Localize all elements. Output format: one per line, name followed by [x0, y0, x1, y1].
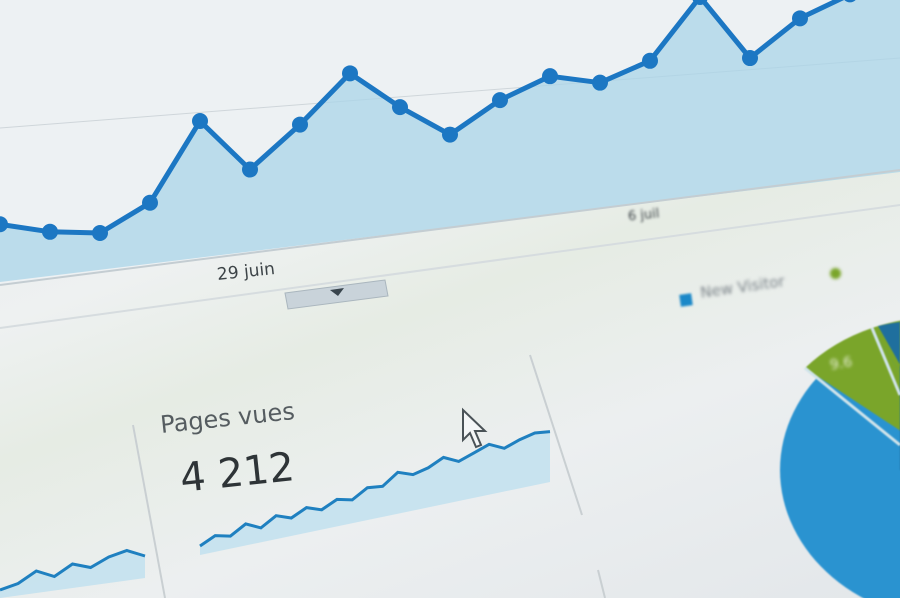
left-sparkline-area: [0, 550, 145, 598]
section-divider: [0, 204, 900, 329]
main-chart-point[interactable]: [792, 10, 808, 27]
pie-slice-returning: [805, 328, 900, 431]
collapse-chart-button[interactable]: [284, 279, 389, 310]
pie-chart: [780, 320, 900, 598]
main-chart-point[interactable]: [92, 225, 108, 242]
legend-swatch-new-visitor: [679, 293, 693, 307]
main-chart-point[interactable]: [242, 161, 258, 178]
widget-divider: [132, 424, 166, 598]
main-chart-point[interactable]: [692, 0, 708, 5]
main-chart-point[interactable]: [0, 216, 8, 233]
pages-vues-sparkline: [199, 430, 551, 548]
arrow-pointer-icon: [462, 407, 488, 449]
pages-vues-sparkline-area: [200, 431, 550, 555]
main-chart-point[interactable]: [842, 0, 858, 3]
main-chart-point[interactable]: [542, 68, 558, 85]
legend-swatch-returning[interactable]: [830, 268, 841, 279]
main-chart-point[interactable]: [392, 99, 408, 116]
main-chart-point[interactable]: [342, 65, 358, 82]
chart-baseline: [0, 169, 900, 286]
caret-down-icon: [330, 288, 344, 296]
main-chart-point[interactable]: [442, 126, 458, 143]
widget-divider: [529, 354, 583, 516]
main-chart-point[interactable]: [592, 74, 608, 91]
main-chart-point[interactable]: [742, 50, 758, 67]
main-chart-point[interactable]: [142, 194, 158, 211]
main-chart-point[interactable]: [292, 116, 308, 133]
main-chart-point[interactable]: [642, 52, 658, 69]
main-chart-point[interactable]: [42, 223, 58, 240]
pie-slice-other: [878, 322, 900, 470]
main-chart-point[interactable]: [492, 92, 508, 109]
widget-divider: [597, 569, 606, 598]
main-chart-point[interactable]: [192, 113, 208, 130]
left-sparkline: [0, 548, 146, 592]
